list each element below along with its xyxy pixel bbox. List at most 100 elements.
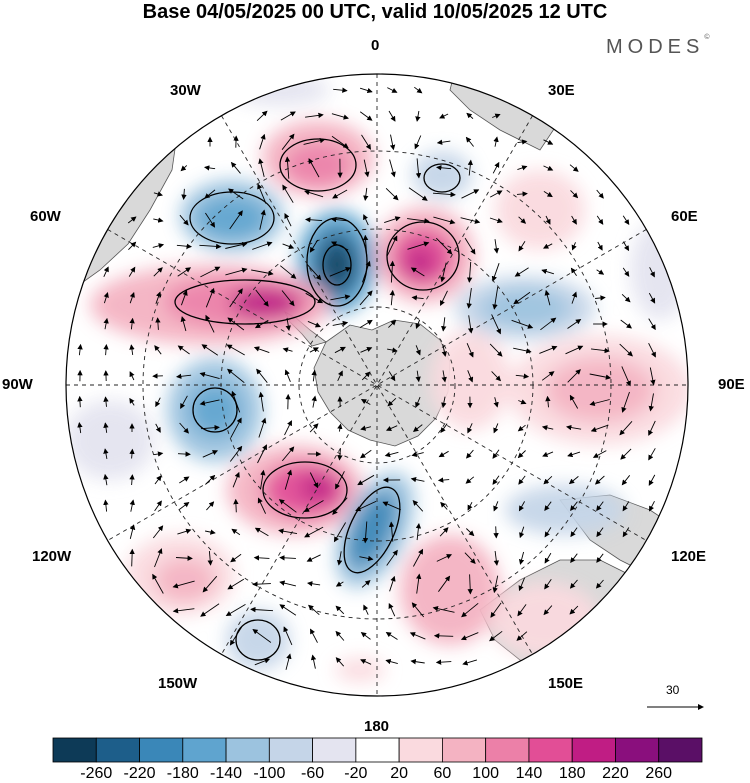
anomaly-negative: [346, 491, 398, 569]
lon-label-90e: 90E: [718, 376, 745, 393]
wind-vector: [232, 471, 240, 488]
lon-label-60e: 60E: [671, 208, 698, 225]
colorbar-swatch: [95, 737, 140, 763]
wind-vector: [493, 501, 499, 512]
wind-vector: [460, 632, 479, 641]
wind-vector: [205, 474, 216, 485]
wind-vector: [284, 212, 292, 227]
anomaly-positive: [430, 330, 510, 430]
wind-vector: [284, 369, 291, 382]
wind-vector: [439, 527, 449, 537]
wind-vector: [360, 659, 372, 665]
wind-vector: [441, 370, 447, 383]
wind-vector: [465, 476, 475, 484]
wind-vector: [363, 159, 370, 178]
wind-vector: [256, 110, 268, 122]
wind-vector: [416, 573, 422, 594]
wind-vector: [229, 445, 243, 462]
wind-vector: [489, 217, 503, 224]
wind-vector: [571, 215, 577, 225]
wind-vector: [441, 343, 447, 357]
wind-vector: [412, 424, 423, 432]
colorbar-swatch: [225, 737, 270, 763]
wind-vector: [467, 159, 474, 176]
wind-vector: [329, 267, 352, 277]
colorbar-tick-label: 100: [472, 765, 500, 782]
wind-vector: [432, 606, 455, 613]
wind-vector: [389, 159, 396, 178]
wind-vector: [589, 373, 612, 380]
wind-vector: [461, 189, 480, 199]
wind-vector: [649, 367, 656, 386]
wind-vector: [441, 317, 447, 332]
wind-vector: [225, 604, 246, 617]
wind-vector: [229, 288, 243, 308]
colorbar-swatch: [615, 737, 660, 763]
wind-vector: [330, 216, 349, 223]
wind-vector: [648, 420, 656, 436]
wind-vector: [648, 318, 656, 331]
wind-vector: [360, 632, 371, 640]
wind-vector: [335, 605, 345, 615]
wind-vector: [337, 370, 343, 381]
wind-vector: [253, 555, 270, 561]
wind-vector: [305, 217, 323, 223]
wind-vector: [77, 395, 83, 408]
wind-vector: [493, 550, 500, 566]
wind-vector: [205, 314, 215, 333]
wind-vector: [467, 423, 473, 434]
wind-vector: [388, 319, 397, 328]
lon-label-180: 180: [364, 718, 390, 735]
wind-vector: [103, 396, 109, 407]
wind-vector: [518, 577, 526, 592]
wind-vector: [411, 602, 425, 618]
wind-vector: [464, 237, 476, 255]
wind-vector: [517, 450, 526, 459]
wind-vector: [258, 158, 265, 178]
wind-vector: [285, 653, 292, 670]
wind-vector: [155, 423, 161, 433]
wind-vector: [359, 319, 373, 328]
wind-vector: [440, 290, 448, 307]
wind-vector: [207, 551, 213, 566]
wind-vector: [389, 260, 396, 283]
wind-vector: [408, 187, 428, 201]
wind-vector: [331, 135, 349, 149]
wind-vector: [330, 241, 349, 251]
colorbar-swatch: [139, 737, 184, 763]
colorbar: [52, 737, 703, 763]
wind-vector: [518, 216, 527, 224]
wind-vector: [492, 161, 500, 174]
wind-vector: [544, 501, 552, 512]
wind-vector: [596, 553, 604, 563]
wind-vector: [257, 183, 267, 204]
wind-vector: [466, 343, 474, 358]
wind-vector: [361, 371, 371, 381]
wind-vector: [306, 554, 321, 562]
wind-vector: [571, 291, 578, 304]
wind-vector: [231, 390, 241, 413]
wind-vector: [596, 501, 604, 512]
wind-vector: [332, 320, 349, 327]
wind-vector: [545, 395, 551, 408]
wind-vector: [154, 345, 162, 355]
wind-vector: [361, 580, 371, 588]
contour-lines: [174, 138, 461, 661]
wind-vector: [155, 317, 161, 330]
wind-vector: [361, 260, 371, 283]
wind-vector: [309, 472, 319, 489]
wind-vector: [103, 317, 109, 330]
wind-vector: [595, 295, 606, 301]
wind-vector: [439, 113, 449, 119]
lon-label-30e: 30E: [548, 82, 575, 99]
wind-vector: [467, 315, 474, 334]
wind-vector: [438, 575, 451, 592]
wind-vector: [360, 425, 372, 431]
colorbar-swatch: [312, 737, 357, 763]
wind-vector: [128, 266, 136, 277]
wind-vector: [177, 451, 191, 457]
wind-vector: [648, 393, 654, 412]
wind-vector: [180, 165, 188, 172]
wind-vector: [279, 580, 297, 587]
wind-vector: [255, 289, 269, 307]
